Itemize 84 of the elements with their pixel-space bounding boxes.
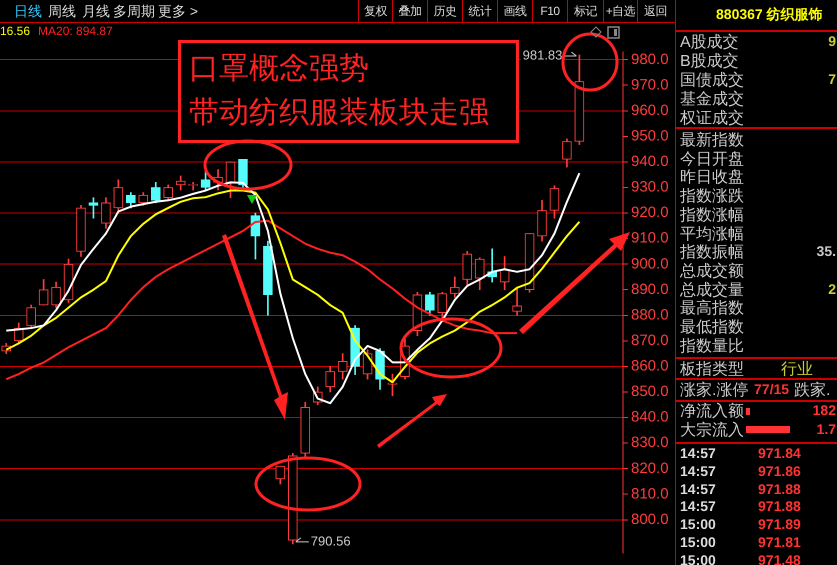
y-tick-label: 890.0 (631, 280, 669, 298)
text: 多周期 (113, 3, 155, 21)
text: 涨家.涨停 (680, 380, 748, 401)
text: 周线 (48, 3, 76, 21)
text: 净流入额 (680, 402, 744, 422)
text: 971.88 (758, 480, 801, 497)
text: 2 (828, 280, 836, 297)
y-tick-label: 960.0 (631, 102, 669, 119)
text: 平均涨幅 (680, 224, 744, 244)
text: 基金成交 (680, 90, 744, 110)
y-tick-label: 860.0 (631, 358, 669, 375)
text: 国债成交 (680, 70, 744, 90)
text: 14:57 (680, 445, 716, 461)
text: 880367 纺织服饰 (716, 6, 823, 24)
text: 最低指数 (680, 318, 744, 338)
y-tick-label: 870.0 (631, 332, 669, 349)
text: 7 (828, 71, 836, 87)
chart-title: 口罩概念强势 (189, 51, 370, 87)
text: 跌家. (794, 380, 830, 401)
y-tick-label: 840.0 (631, 408, 669, 426)
text: 971.88 (758, 498, 801, 514)
text: 指数涨幅 (680, 206, 744, 226)
y-tick-label: 850.0 (631, 383, 669, 400)
text: 今日开盘 (680, 150, 744, 169)
text: +自选 (603, 0, 637, 22)
y-tick-label: 950.0 (631, 127, 669, 144)
text: 总成交额 (680, 262, 744, 282)
y-tick-label: 900.0 (631, 255, 669, 272)
text: 板指类型 (680, 360, 744, 380)
text: 大宗流入 (680, 420, 744, 441)
y-tick-label: 910.0 (631, 230, 669, 247)
y-tick-label: 830.0 (631, 434, 669, 452)
text: 182 (812, 402, 836, 418)
text: 标记 (567, 0, 603, 22)
text: 15:00 (680, 552, 716, 565)
text: 画线 (497, 0, 532, 22)
y-tick-label: 820.0 (631, 460, 669, 477)
text: 统计 (462, 0, 497, 22)
text: 叠加 (392, 0, 427, 22)
text: F10 (532, 0, 567, 22)
text: 15:00 (680, 534, 716, 550)
y-tick-label: 800.0 (631, 510, 669, 528)
text: 指数量比 (680, 336, 744, 357)
text: 指数涨跌 (680, 187, 744, 207)
text: 77/15 (754, 381, 790, 397)
y-tick-label: 940.0 (631, 153, 669, 170)
text: A股成交 (680, 32, 739, 52)
text: 最新指数 (680, 130, 744, 151)
text: 权证成交 (680, 108, 744, 129)
text: 971.89 (758, 516, 801, 532)
text: 1.7 (816, 421, 836, 437)
text: 971.81 (758, 534, 801, 550)
text: 14:57 (680, 480, 716, 497)
text: 971.86 (758, 462, 801, 479)
text: 971.48 (758, 552, 801, 565)
y-tick-label: 980.0 (631, 50, 669, 68)
text: 更多 > (158, 3, 198, 21)
text: 9 (828, 33, 836, 49)
text: 返回 (637, 0, 673, 22)
text: 14:57 (680, 462, 716, 479)
text: 35. (816, 243, 836, 260)
text: B股成交 (680, 52, 739, 72)
text: 最高指数 (680, 298, 744, 319)
text: 日线 (14, 3, 42, 21)
text: 历史 (427, 0, 462, 22)
y-tick-label: 920.0 (631, 204, 669, 222)
annotation: 790.56 (310, 533, 351, 548)
text: 16.56 (0, 24, 30, 38)
y-tick-label: 810.0 (631, 485, 669, 502)
annotation: 981.83 (522, 48, 562, 63)
text: 971.84 (758, 445, 801, 461)
text: 15:00 (680, 516, 716, 532)
text: 带动纺织服装板块走强 (189, 95, 490, 131)
y-tick-label: 970.0 (631, 76, 669, 94)
text: 14:57 (680, 498, 716, 514)
y-tick-label: 880.0 (631, 306, 669, 324)
text: 昨日收盘 (680, 168, 744, 188)
text: 总成交量 (680, 280, 744, 300)
text: 行业 (781, 360, 813, 380)
text: 复权 (358, 0, 392, 22)
y-tick-label: 930.0 (631, 178, 669, 196)
text: 指数振幅 (680, 243, 744, 262)
text: 月线 (82, 3, 110, 21)
text: MA20: 894.87 (38, 24, 113, 38)
